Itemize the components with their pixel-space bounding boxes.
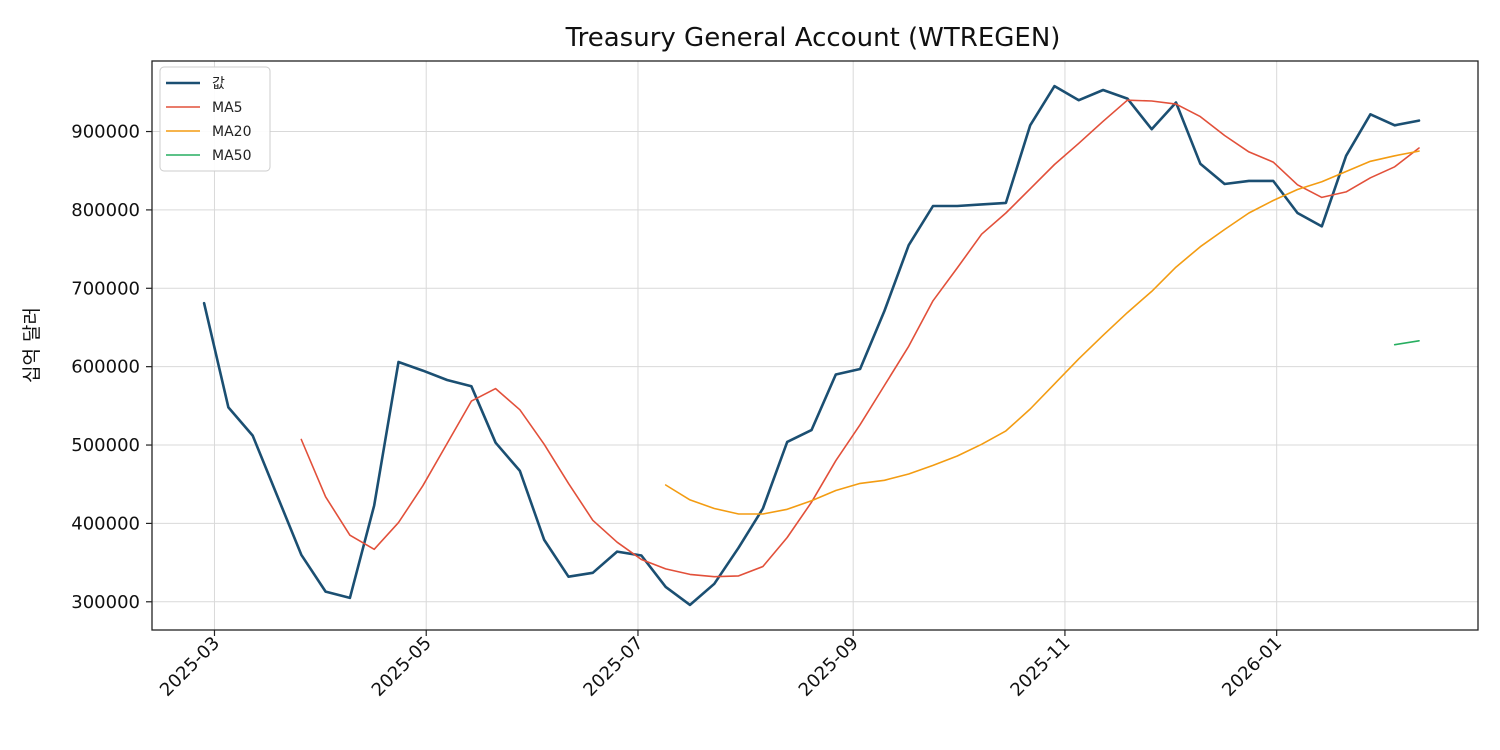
y-axis: 300000 400000 500000 600000 700000 800000 9000… — [71, 122, 152, 613]
legend-box — [159, 66, 271, 172]
x-tick-label: 2025-11 — [1006, 633, 1074, 701]
y-tick-label: 700000 — [71, 278, 140, 299]
series-line-ma20 — [664, 150, 1420, 515]
y-tick-label: 300000 — [71, 592, 140, 613]
chart-title: Treasury General Account (WTREGEN) — [565, 23, 1061, 53]
x-axis: 2025-03 2025-05 2025-07 2025-09 2025-11 2026-… — [156, 630, 1286, 701]
legend-label: MA5 — [212, 100, 243, 116]
legend-label: MA50 — [212, 148, 251, 164]
y-tick-label: 500000 — [71, 435, 140, 456]
y-tick-label: 900000 — [71, 122, 140, 143]
legend-label: MA20 — [212, 124, 251, 140]
y-tick-label: 800000 — [71, 200, 140, 221]
x-tick-label: 2026-01 — [1218, 633, 1286, 701]
y-tick-label: 400000 — [71, 513, 140, 534]
series-line-ma50 — [1393, 340, 1420, 346]
y-axis-label: 십억 달러 — [21, 307, 43, 383]
x-tick-label: 2025-05 — [368, 633, 436, 701]
x-tick-label: 2025-07 — [579, 633, 647, 701]
series-group — [202, 84, 1421, 607]
legend-label: 값 — [212, 76, 225, 92]
legend: 값 MA5 MA20 MA50 — [159, 66, 271, 172]
x-tick-label: 2025-03 — [156, 633, 224, 701]
plot-frame — [151, 60, 1479, 631]
y-tick-label: 600000 — [71, 357, 140, 378]
series-line-ma5 — [300, 99, 1420, 578]
grid — [152, 61, 1478, 630]
series-line- — [202, 84, 1421, 607]
x-tick-label: 2025-09 — [795, 633, 863, 701]
